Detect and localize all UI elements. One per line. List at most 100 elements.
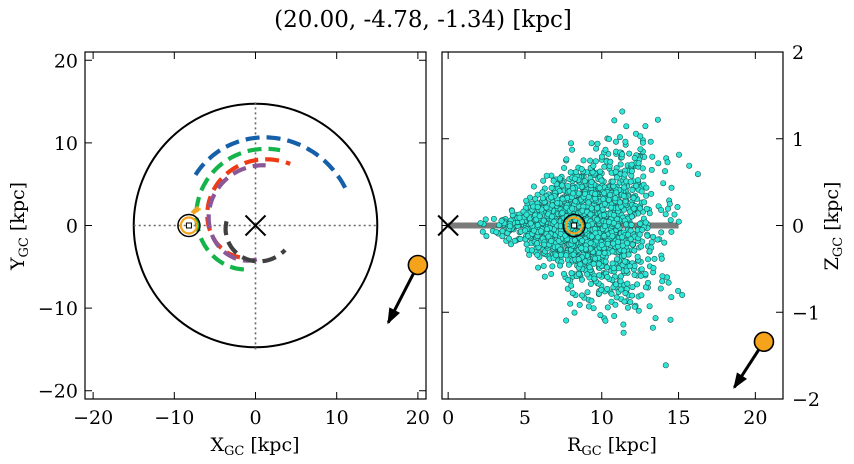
scatter-point bbox=[598, 286, 605, 293]
scatter-point bbox=[624, 304, 631, 311]
xy-ytick-label: −10 bbox=[38, 298, 78, 320]
scatter-point bbox=[629, 241, 636, 248]
scatter-point bbox=[581, 178, 588, 185]
scatter-point bbox=[629, 187, 636, 194]
scatter-point bbox=[626, 263, 633, 270]
rz-plot-area bbox=[437, 108, 701, 369]
scatter-point bbox=[635, 160, 642, 167]
scatter-point bbox=[557, 246, 564, 253]
scatter-point bbox=[612, 195, 619, 202]
scatter-point bbox=[560, 270, 567, 277]
scatter-point bbox=[679, 291, 686, 298]
scatter-point bbox=[572, 169, 579, 176]
scatter-point bbox=[610, 265, 617, 272]
scatter-point bbox=[548, 213, 555, 220]
scatter-point bbox=[580, 157, 587, 164]
scatter-point bbox=[587, 240, 594, 247]
scatter-point bbox=[624, 280, 631, 287]
scatter-point bbox=[601, 200, 608, 207]
scatter-point bbox=[642, 123, 649, 130]
sun-dot bbox=[185, 222, 192, 229]
scatter-point bbox=[543, 172, 550, 179]
scatter-point bbox=[648, 166, 655, 173]
scatter-point bbox=[625, 231, 632, 238]
scatter-point bbox=[549, 263, 556, 270]
scatter-point bbox=[578, 166, 585, 173]
scatter-point bbox=[548, 194, 555, 201]
xy-plot-area bbox=[132, 101, 379, 350]
scatter-point bbox=[622, 290, 629, 297]
scatter-point bbox=[550, 177, 557, 184]
scatter-point bbox=[659, 278, 666, 285]
sun-inner-ring bbox=[179, 216, 199, 235]
scatter-point bbox=[665, 279, 672, 286]
scatter-point bbox=[620, 321, 627, 328]
scatter-point bbox=[477, 220, 484, 227]
scatter-point bbox=[639, 139, 646, 146]
scatter-point bbox=[616, 134, 623, 141]
scatter-point bbox=[565, 276, 572, 283]
rz-ytick-label: 2 bbox=[792, 42, 804, 64]
xy-velocity-arrow-head bbox=[387, 307, 401, 325]
scatter-point bbox=[556, 175, 563, 182]
scatter-point bbox=[661, 239, 668, 246]
scatter-point bbox=[582, 258, 589, 265]
scatter-point bbox=[613, 174, 620, 181]
scatter-point bbox=[629, 292, 636, 299]
scatter-point bbox=[575, 190, 582, 197]
scatter-point bbox=[601, 223, 608, 230]
scatter-point bbox=[662, 211, 669, 218]
rz-xtick-label: 0 bbox=[442, 407, 454, 429]
scatter-point bbox=[506, 223, 513, 230]
scatter-point bbox=[603, 264, 610, 271]
scatter-point bbox=[622, 138, 629, 145]
scatter-point bbox=[631, 247, 638, 254]
scatter-point bbox=[630, 205, 637, 212]
scatter-point bbox=[631, 303, 638, 310]
sun-outer-ring bbox=[177, 213, 201, 238]
scatter-point bbox=[638, 292, 645, 299]
scatter-point bbox=[490, 215, 497, 222]
scatter-point bbox=[675, 287, 682, 294]
scatter-point bbox=[601, 249, 608, 256]
scatter-point bbox=[619, 234, 626, 241]
scatter-point bbox=[595, 260, 602, 267]
chart-title: (20.00, -4.78, -1.34) [kpc] bbox=[274, 7, 572, 33]
xy-ticks: −20 −10 0 10 20 20 10 0 −10 −20 bbox=[38, 50, 430, 429]
galactic-center-marker bbox=[244, 214, 267, 237]
scatter-point bbox=[661, 168, 668, 175]
scatter-point bbox=[591, 255, 598, 262]
scatter-point bbox=[647, 138, 654, 145]
scatter-point bbox=[620, 193, 627, 200]
rz-ytick-label: 0 bbox=[792, 216, 804, 238]
scatter-point bbox=[643, 184, 650, 191]
scatter-point bbox=[545, 233, 552, 240]
scatter-point bbox=[569, 185, 576, 192]
scatter-point bbox=[530, 183, 537, 190]
scatter-point bbox=[588, 297, 595, 304]
scatter-point bbox=[584, 271, 591, 278]
scatter-point bbox=[604, 285, 611, 292]
scatter-point bbox=[590, 260, 597, 267]
scatter-point bbox=[572, 198, 579, 205]
xy-y-axis-label: YGC [kpc] bbox=[7, 182, 32, 271]
scatter-point bbox=[586, 264, 593, 271]
scatter-point bbox=[605, 218, 612, 225]
scatter-point bbox=[561, 165, 568, 172]
scatter-point bbox=[611, 117, 618, 124]
scatter-point bbox=[598, 242, 605, 249]
spiral-arm-5 bbox=[223, 220, 287, 264]
scatter-point bbox=[563, 252, 570, 259]
xy-ytick-label: 20 bbox=[54, 50, 78, 72]
scatter-point bbox=[577, 261, 584, 268]
scatter-point bbox=[571, 237, 578, 244]
rz-xtick-label: 5 bbox=[519, 407, 531, 429]
scatter-point bbox=[646, 210, 653, 217]
scatter-point bbox=[623, 221, 630, 228]
scatter-point bbox=[559, 182, 566, 189]
xy-xtick-label: 20 bbox=[406, 407, 430, 429]
scatter-point bbox=[608, 204, 615, 211]
scatter-point bbox=[534, 251, 541, 258]
scatter-point bbox=[628, 161, 635, 168]
